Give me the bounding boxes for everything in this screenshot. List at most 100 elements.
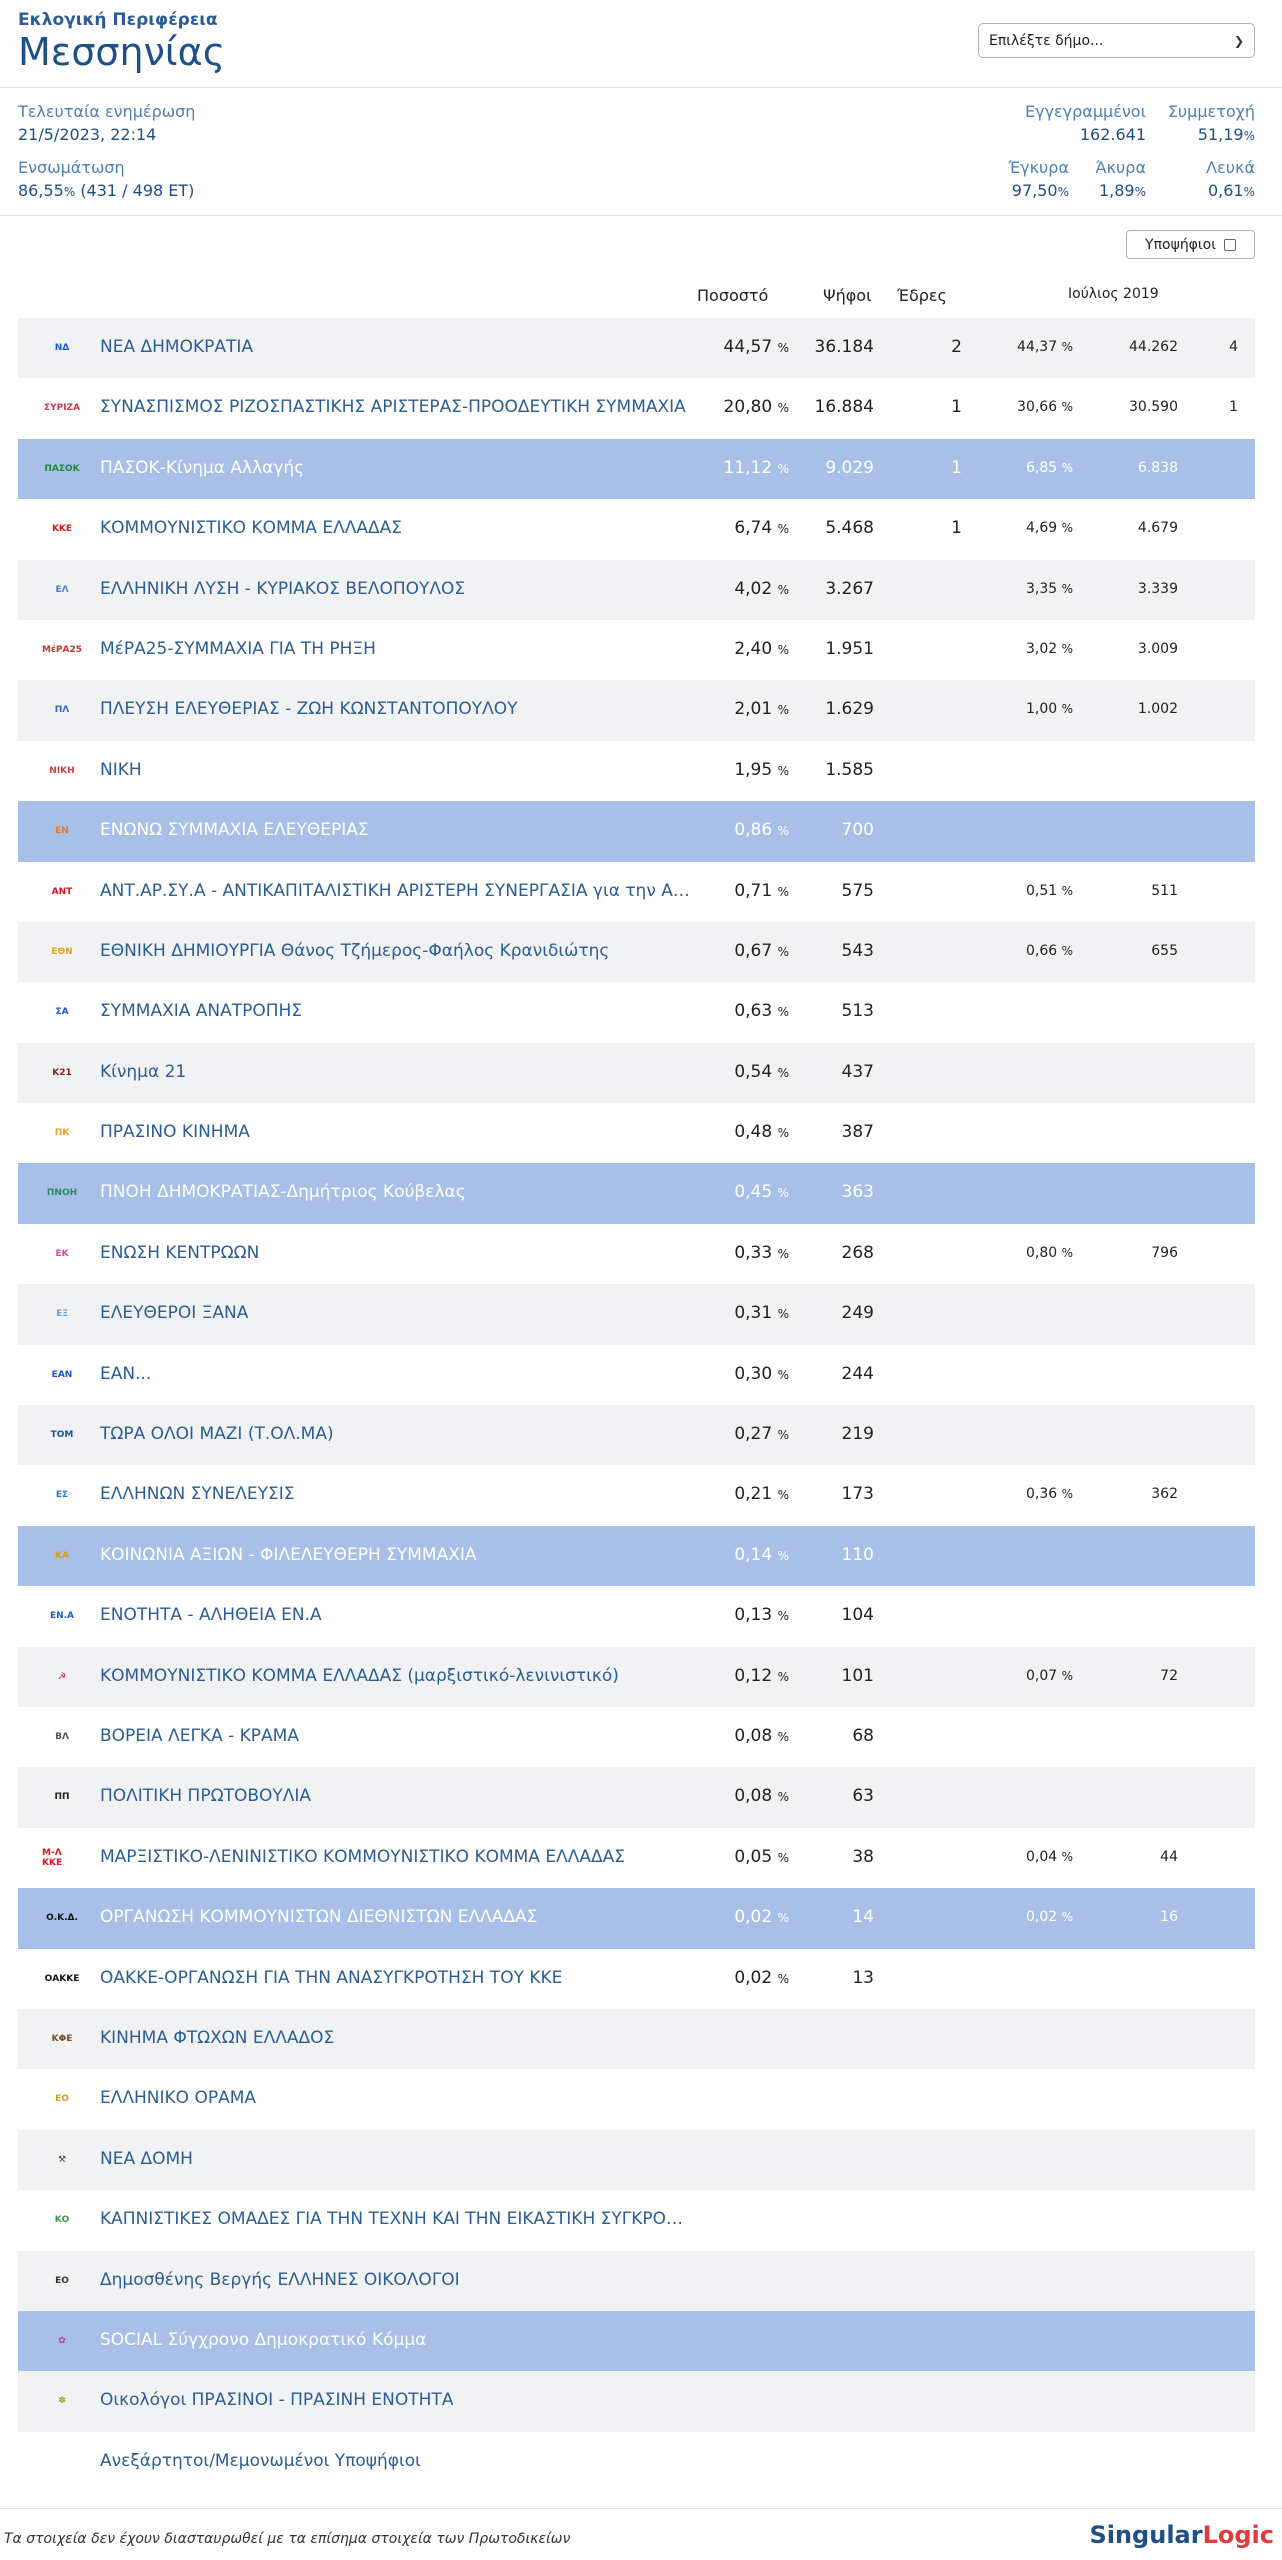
table-row[interactable]: ☭ ΚΟΜΜΟΥΝΙΣΤΙΚΟ ΚΟΜΜΑ ΕΛΛΑΔΑΣ (μαρξιστικό… — [18, 1646, 1255, 1707]
party-logo-icon: ΠΚ — [54, 1128, 70, 1139]
party-name[interactable]: ΠΡΑΣΙΝΟ ΚΙΝΗΜΑ — [100, 1122, 250, 1143]
table-row[interactable]: ΚΚΕ ΚΟΜΜΟΥΝΙΣΤΙΚΟ ΚΟΜΜΑ ΕΛΛΑΔΑΣ 6,74 % 5.46… — [18, 499, 1255, 559]
party-name[interactable]: ΚΙΝΗΜΑ ΦΤΩΧΩΝ ΕΛΛΑΔΟΣ — [100, 2027, 335, 2048]
party-name[interactable]: ΝΕΑ ΔΗΜΟΚΡΑΤΙΑ — [100, 337, 254, 357]
party-name[interactable]: Δημοσθένης Βεργής ΕΛΛΗΝΕΣ ΟΙΚΟΛΟΓΟΙ — [100, 2269, 460, 2290]
party-name[interactable]: ΕΝΟΤΗΤΑ - ΑΛΗΘΕΙΑ ΕΝ.Α — [100, 1605, 322, 1626]
previous-votes: 655 — [1151, 942, 1178, 959]
table-row[interactable]: ΠΛ ΠΛΕΥΣΗ ΕΛΕΥΘΕΡΙΑΣ - ΖΩΗ ΚΩΝΣΤΑΝΤΟΠΟΥΛΟ… — [18, 680, 1255, 741]
party-pct: 0,27 % — [734, 1424, 789, 1445]
pct-sign: % — [63, 185, 76, 199]
party-votes: 9.029 — [825, 457, 874, 478]
party-votes: 543 — [841, 940, 874, 961]
table-row[interactable]: Μ-Λ ΚΚΕ ΜΑΡΞΙΣΤΙΚΟ-ΛΕΝΙΝΙΣΤΙΚΟ ΚΟΜΜΟΥΝΙΣΤ… — [18, 1828, 1255, 1888]
candidates-checkbox[interactable] — [1223, 238, 1236, 251]
table-row[interactable]: ΠΚ ΠΡΑΣΙΝΟ ΚΙΝΗΜΑ 0,48 % 387 — [18, 1103, 1255, 1163]
table-row[interactable]: ΕΛ ΕΛΛΗΝΙΚΗ ΛΥΣΗ - ΚΥΡΙΑΚΟΣ ΒΕΛΟΠΟΥΛΟΣ 4,0… — [18, 559, 1255, 620]
table-row[interactable]: ΟΑΚΚΕ ΟΑΚΚΕ-ΟΡΓΑΝΩΣΗ ΓΙΑ ΤΗΝ ΑΝΑΣΥΓΚΡΟΤΗΣ… — [18, 1949, 1255, 2009]
party-votes: 68 — [852, 1725, 874, 1746]
party-name[interactable]: ΕΝΩΝΩ ΣΥΜΜΑΧΙΑ ΕΛΕΥΘΕΡΙΑΣ — [100, 820, 369, 841]
table-row[interactable]: ΣΑ ΣΥΜΜΑΧΙΑ ΑΝΑΤΡΟΠΗΣ 0,63 % 513 — [18, 982, 1255, 1042]
party-name[interactable]: ΚΑΠΝΙΣΤΙΚΕΣ ΟΜΑΔΕΣ ΓΙΑ ΤΗΝ ΤΕΧΝΗ ΚΑΙ ΤΗΝ… — [100, 2209, 690, 2230]
table-row[interactable]: ΑΝΤ ΑΝΤ.ΑΡ.ΣΥ.Α - ΑΝΤΙΚΑΠΙΤΑΛΙΣΤΙΚΗ ΑΡΙΣΤ… — [18, 862, 1255, 922]
party-name[interactable]: ΣΥΜΜΑΧΙΑ ΑΝΑΤΡΟΠΗΣ — [100, 1001, 303, 1022]
table-row[interactable]: ΚΟ ΚΑΠΝΙΣΤΙΚΕΣ ΟΜΑΔΕΣ ΓΙΑ ΤΗΝ ΤΕΧΝΗ ΚΑΙ Τ… — [18, 2190, 1255, 2250]
table-row[interactable]: ΚΦΕ ΚΙΝΗΜΑ ΦΤΩΧΩΝ ΕΛΛΑΔΟΣ — [18, 2008, 1255, 2070]
table-row[interactable]: Κ21 Κίνημα 21 0,54 % 437 — [18, 1042, 1255, 1104]
party-logo-icon: ✿ — [58, 2335, 66, 2346]
table-row[interactable]: ⚒ ΝΕΑ ΔΟΜΗ — [18, 2129, 1255, 2191]
table-row[interactable]: ΜέΡΑ25 ΜέΡΑ25-ΣΥΜΜΑΧΙΑ ΓΙΑ ΤΗ ΡΗΞΗ 2,40 % 1… — [18, 620, 1255, 680]
table-row[interactable]: ΠΠ ΠΟΛΙΤΙΚΗ ΠΡΩΤΟΒΟΥΛΙΑ 0,08 % 63 — [18, 1767, 1255, 1828]
party-logo-icon: ΠΠ — [54, 1792, 70, 1803]
table-row[interactable]: ΕΚ ΕΝΩΣΗ ΚΕΝΤΡΩΩΝ 0,33 % 268 0,80 % 796 — [18, 1224, 1255, 1284]
party-name[interactable]: ΟΡΓΑΝΩΣΗ ΚΟΜΜΟΥΝΙΣΤΩΝ ΔΙΕΘΝΙΣΤΩΝ ΕΛΛΑΔΑΣ — [100, 1907, 538, 1928]
table-row[interactable]: ΕΞ ΕΛΕΥΘΕΡΟΙ ΞΑΝΑ 0,31 % 249 — [18, 1284, 1255, 1345]
party-name[interactable]: ΤΩΡΑ ΟΛΟΙ ΜΑΖΙ (Τ.ΟΛ.ΜΑ) — [100, 1424, 334, 1445]
party-name[interactable]: ΠΝΟΗ ΔΗΜΟΚΡΑΤΙΑΣ-Δημήτριος Κούβελας — [100, 1182, 466, 1203]
party-votes: 387 — [841, 1122, 874, 1143]
party-name[interactable]: ΚΟΙΝΩΝΙΑ ΑΞΙΩΝ - ΦΙΛΕΛΕΥΘΕΡΗ ΣΥΜΜΑΧΙΑ — [100, 1544, 477, 1565]
party-name[interactable]: ΝΙΚΗ — [100, 759, 142, 780]
table-row[interactable]: ΒΛ ΒΟΡΕΙΑ ΛΕΓΚΑ - ΚΡΑΜΑ 0,08 % 68 — [18, 1707, 1255, 1767]
party-name[interactable]: ΚΟΜΜΟΥΝΙΣΤΙΚΟ ΚΟΜΜΑ ΕΛΛΑΔΑΣ (μαρξιστικό-… — [100, 1665, 619, 1686]
party-name[interactable]: ΜΑΡΞΙΣΤΙΚΟ-ΛΕΝΙΝΙΣΤΙΚΟ ΚΟΜΜΟΥΝΙΣΤΙΚΟ ΚΟΜ… — [100, 1846, 625, 1867]
party-name[interactable]: ΕΑΝ... — [100, 1363, 152, 1384]
table-row[interactable]: ΣΥΡΙΖΑ ΣΥΝΑΣΠΙΣΜΟΣ ΡΙΖΟΣΠΑΣΤΙΚΗΣ ΑΡΙΣΤΕΡΑ… — [18, 378, 1255, 438]
party-name[interactable]: Ανεξάρτητοι/Μεμονωμένοι Υποψήφιοι — [100, 2450, 421, 2471]
party-name[interactable]: ΕΝΩΣΗ ΚΕΝΤΡΩΩΝ — [100, 1242, 260, 1263]
chevron-down-icon: ❯ — [1233, 33, 1244, 48]
party-name[interactable]: ΚΟΜΜΟΥΝΙΣΤΙΚΟ ΚΟΜΜΑ ΕΛΛΑΔΑΣ — [100, 518, 402, 539]
party-name[interactable]: ΜέΡΑ25-ΣΥΜΜΑΧΙΑ ΓΙΑ ΤΗ ΡΗΞΗ — [100, 638, 376, 659]
party-logo-icon: ΣΑ — [55, 1007, 69, 1018]
municipality-select[interactable]: Επιλέξτε δήμο... ❯ — [978, 23, 1255, 58]
table-row[interactable]: ΕΟ ΕΛΛΗΝΙΚΟ ΟΡΑΜΑ — [18, 2069, 1255, 2129]
party-name[interactable]: SOCIAL Σύγχρονο Δημοκρατικό Κόμμα — [100, 2329, 427, 2350]
party-pct: 6,74 % — [734, 518, 789, 539]
table-row[interactable]: ΝΙΚΗ ΝΙΚΗ 1,95 % 1.585 — [18, 741, 1255, 801]
registered-value: 162.641 — [1079, 125, 1146, 144]
previous-pct: 0,36 % — [1025, 1486, 1073, 1503]
party-name[interactable]: Κίνημα 21 — [100, 1061, 187, 1082]
previous-votes: 1.002 — [1137, 701, 1178, 718]
table-row[interactable]: ΠΑΣΟΚ ΠΑΣΟΚ-Κίνημα Αλλαγής 11,12 % 9.029 1 6,… — [18, 438, 1255, 500]
party-votes: 3.267 — [825, 578, 874, 599]
table-row[interactable]: ΕΝ.Α ΕΝΟΤΗΤΑ - ΑΛΗΘΕΙΑ ΕΝ.Α 0,13 % 104 — [18, 1586, 1255, 1646]
table-row[interactable]: ΠΝΟΗ ΠΝΟΗ ΔΗΜΟΚΡΑΤΙΑΣ-Δημήτριος Κούβελας 0… — [18, 1163, 1255, 1224]
party-name[interactable]: ΕΛΛΗΝΙΚΟ ΟΡΑΜΑ — [100, 2088, 257, 2109]
party-name[interactable]: ΕΘΝΙΚΗ ΔΗΜΙΟΥΡΓΙΑ Θάνος Τζήμερος-Φαήλος … — [100, 940, 610, 961]
table-row[interactable]: ΕΘΝ ΕΘΝΙΚΗ ΔΗΜΙΟΥΡΓΙΑ Θάνος Τζήμερος-Φαήλ… — [18, 921, 1255, 983]
party-name[interactable]: ΒΟΡΕΙΑ ΛΕΓΚΑ - ΚΡΑΜΑ — [100, 1725, 299, 1746]
table-row[interactable]: ✽ Οικολόγοι ΠΡΑΣΙΝΟΙ - ΠΡΑΣΙΝΗ ΕΝΟΤΗΤΑ — [18, 2371, 1255, 2432]
party-name[interactable]: ΑΝΤ.ΑΡ.ΣΥ.Α - ΑΝΤΙΚΑΠΙΤΑΛΙΣΤΙΚΗ ΑΡΙΣΤΕΡΗ… — [100, 880, 690, 901]
table-row[interactable]: ΕΟ Δημοσθένης Βεργής ΕΛΛΗΝΕΣ ΟΙΚΟΛΟΓΟΙ — [18, 2250, 1255, 2311]
table-header: Ποσοστό Ψήφοι Έδρες Ιούλιος 2019 — [0, 280, 1282, 310]
table-row[interactable]: ΕΝ ΕΝΩΝΩ ΣΥΜΜΑΧΙΑ ΕΛΕΥΘΕΡΙΑΣ 0,86 % 700 — [18, 801, 1255, 862]
candidates-toggle[interactable]: Υποψήφιοι — [1126, 230, 1255, 259]
party-name[interactable]: ΠΟΛΙΤΙΚΗ ΠΡΩΤΟΒΟΥΛΙΑ — [100, 1786, 312, 1807]
table-row[interactable]: ΝΔ ΝΕΑ ΔΗΜΟΚΡΑΤΙΑ 44,57 % 36.184 2 44,37 % 44.… — [18, 318, 1255, 379]
table-row[interactable]: ΤΟΜ ΤΩΡΑ ΟΛΟΙ ΜΑΖΙ (Τ.ΟΛ.ΜΑ) 0,27 % 219 — [18, 1405, 1255, 1466]
party-name[interactable]: ΟΑΚΚΕ-ΟΡΓΑΝΩΣΗ ΓΙΑ ΤΗΝ ΑΝΑΣΥΓΚΡΟΤΗΣΗ ΤΟΥ… — [100, 1967, 563, 1988]
last-update-value: 21/5/2023, 22:14 — [18, 125, 157, 144]
party-name[interactable]: ΕΛΕΥΘΕΡΟΙ ΞΑΝΑ — [100, 1303, 249, 1324]
party-name[interactable]: ΝΕΑ ΔΟΜΗ — [100, 2148, 193, 2169]
table-row[interactable]: ΕΣ ΕΛΛΗΝΩΝ ΣΥΝΕΛΕΥΣΙΣ 0,21 % 173 0,36 % 362 — [18, 1465, 1255, 1525]
party-name[interactable]: ΠΑΣΟΚ-Κίνημα Αλλαγής — [100, 457, 305, 478]
previous-pct: 0,66 % — [1025, 942, 1073, 959]
party-votes: 14 — [852, 1907, 874, 1928]
party-name[interactable]: ΕΛΛΗΝΩΝ ΣΥΝΕΛΕΥΣΙΣ — [100, 1484, 295, 1505]
party-name[interactable]: ΕΛΛΗΝΙΚΗ ΛΥΣΗ - ΚΥΡΙΑΚΟΣ ΒΕΛΟΠΟΥΛΟΣ — [100, 578, 466, 599]
table-row[interactable]: ΕΑΝ ΕΑΝ... 0,30 % 244 — [18, 1345, 1255, 1405]
table-row[interactable]: ✿ SOCIAL Σύγχρονο Δημοκρατικό Κόμμα — [18, 2310, 1255, 2372]
party-name[interactable]: ΠΛΕΥΣΗ ΕΛΕΥΘΕΡΙΑΣ - ΖΩΗ ΚΩΝΣΤΑΝΤΟΠΟΥΛΟΥ — [100, 699, 518, 720]
table-row[interactable]: Ανεξάρτητοι/Μεμονωμένοι Υποψήφιοι — [18, 2432, 1255, 2492]
previous-votes: 3.339 — [1137, 580, 1178, 597]
previous-seats: 1 — [1229, 399, 1238, 416]
last-update-label: Τελευταία ενημέρωση — [18, 102, 196, 121]
party-name[interactable]: ΣΥΝΑΣΠΙΣΜΟΣ ΡΙΖΟΣΠΑΣΤΙΚΗΣ ΑΡΙΣΤΕΡΑΣ-ΠΡΟΟ… — [100, 397, 686, 418]
previous-pct: 44,37 % — [1017, 339, 1073, 355]
table-row[interactable]: ΚΑ ΚΟΙΝΩΝΙΑ ΑΞΙΩΝ - ΦΙΛΕΛΕΥΘΕΡΗ ΣΥΜΜΑΧΙΑ 0… — [18, 1525, 1255, 1587]
party-name[interactable]: Οικολόγοι ΠΡΑΣΙΝΟΙ - ΠΡΑΣΙΝΗ ΕΝΟΤΗΤΑ — [100, 2390, 454, 2411]
table-row[interactable]: Ο.Κ.Δ. ΟΡΓΑΝΩΣΗ ΚΟΜΜΟΥΝΙΣΤΩΝ ΔΙΕΘΝΙΣΤΩΝ Ε… — [18, 1888, 1255, 1949]
